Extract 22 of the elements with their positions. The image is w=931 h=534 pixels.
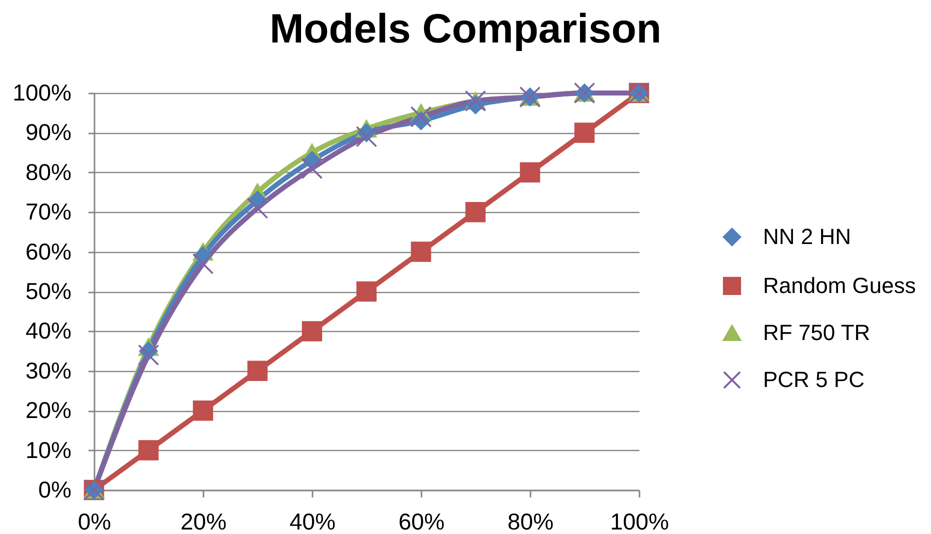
y-tick-label: 70% — [25, 198, 72, 225]
x-tick-label: 100% — [610, 508, 669, 534]
y-tick-label: 90% — [25, 119, 72, 146]
x-tick-label: 80% — [507, 508, 554, 534]
x-tick-label: 0% — [78, 508, 112, 534]
y-tick-label: 60% — [25, 238, 72, 264]
legend-label: Random Guess — [763, 272, 916, 298]
y-tick-label: 40% — [25, 318, 72, 344]
y-tick-label: 100% — [12, 80, 72, 106]
y-tick-label: 0% — [38, 476, 72, 502]
y-tick-label: 50% — [25, 278, 72, 304]
legend-label: RF 750 TR — [763, 320, 870, 345]
y-tick-label: 20% — [25, 397, 72, 424]
x-tick-label: 20% — [180, 508, 227, 534]
y-tick-label: 80% — [25, 158, 72, 185]
chart-title: Models Comparison — [270, 6, 662, 52]
x-tick-label: 60% — [398, 508, 445, 534]
legend-label: NN 2 HN — [763, 224, 852, 249]
x-tick-label: 40% — [289, 508, 336, 534]
y-tick-label: 10% — [25, 436, 72, 463]
legend-label: PCR 5 PC — [763, 366, 865, 392]
y-tick-label: 30% — [25, 357, 72, 384]
